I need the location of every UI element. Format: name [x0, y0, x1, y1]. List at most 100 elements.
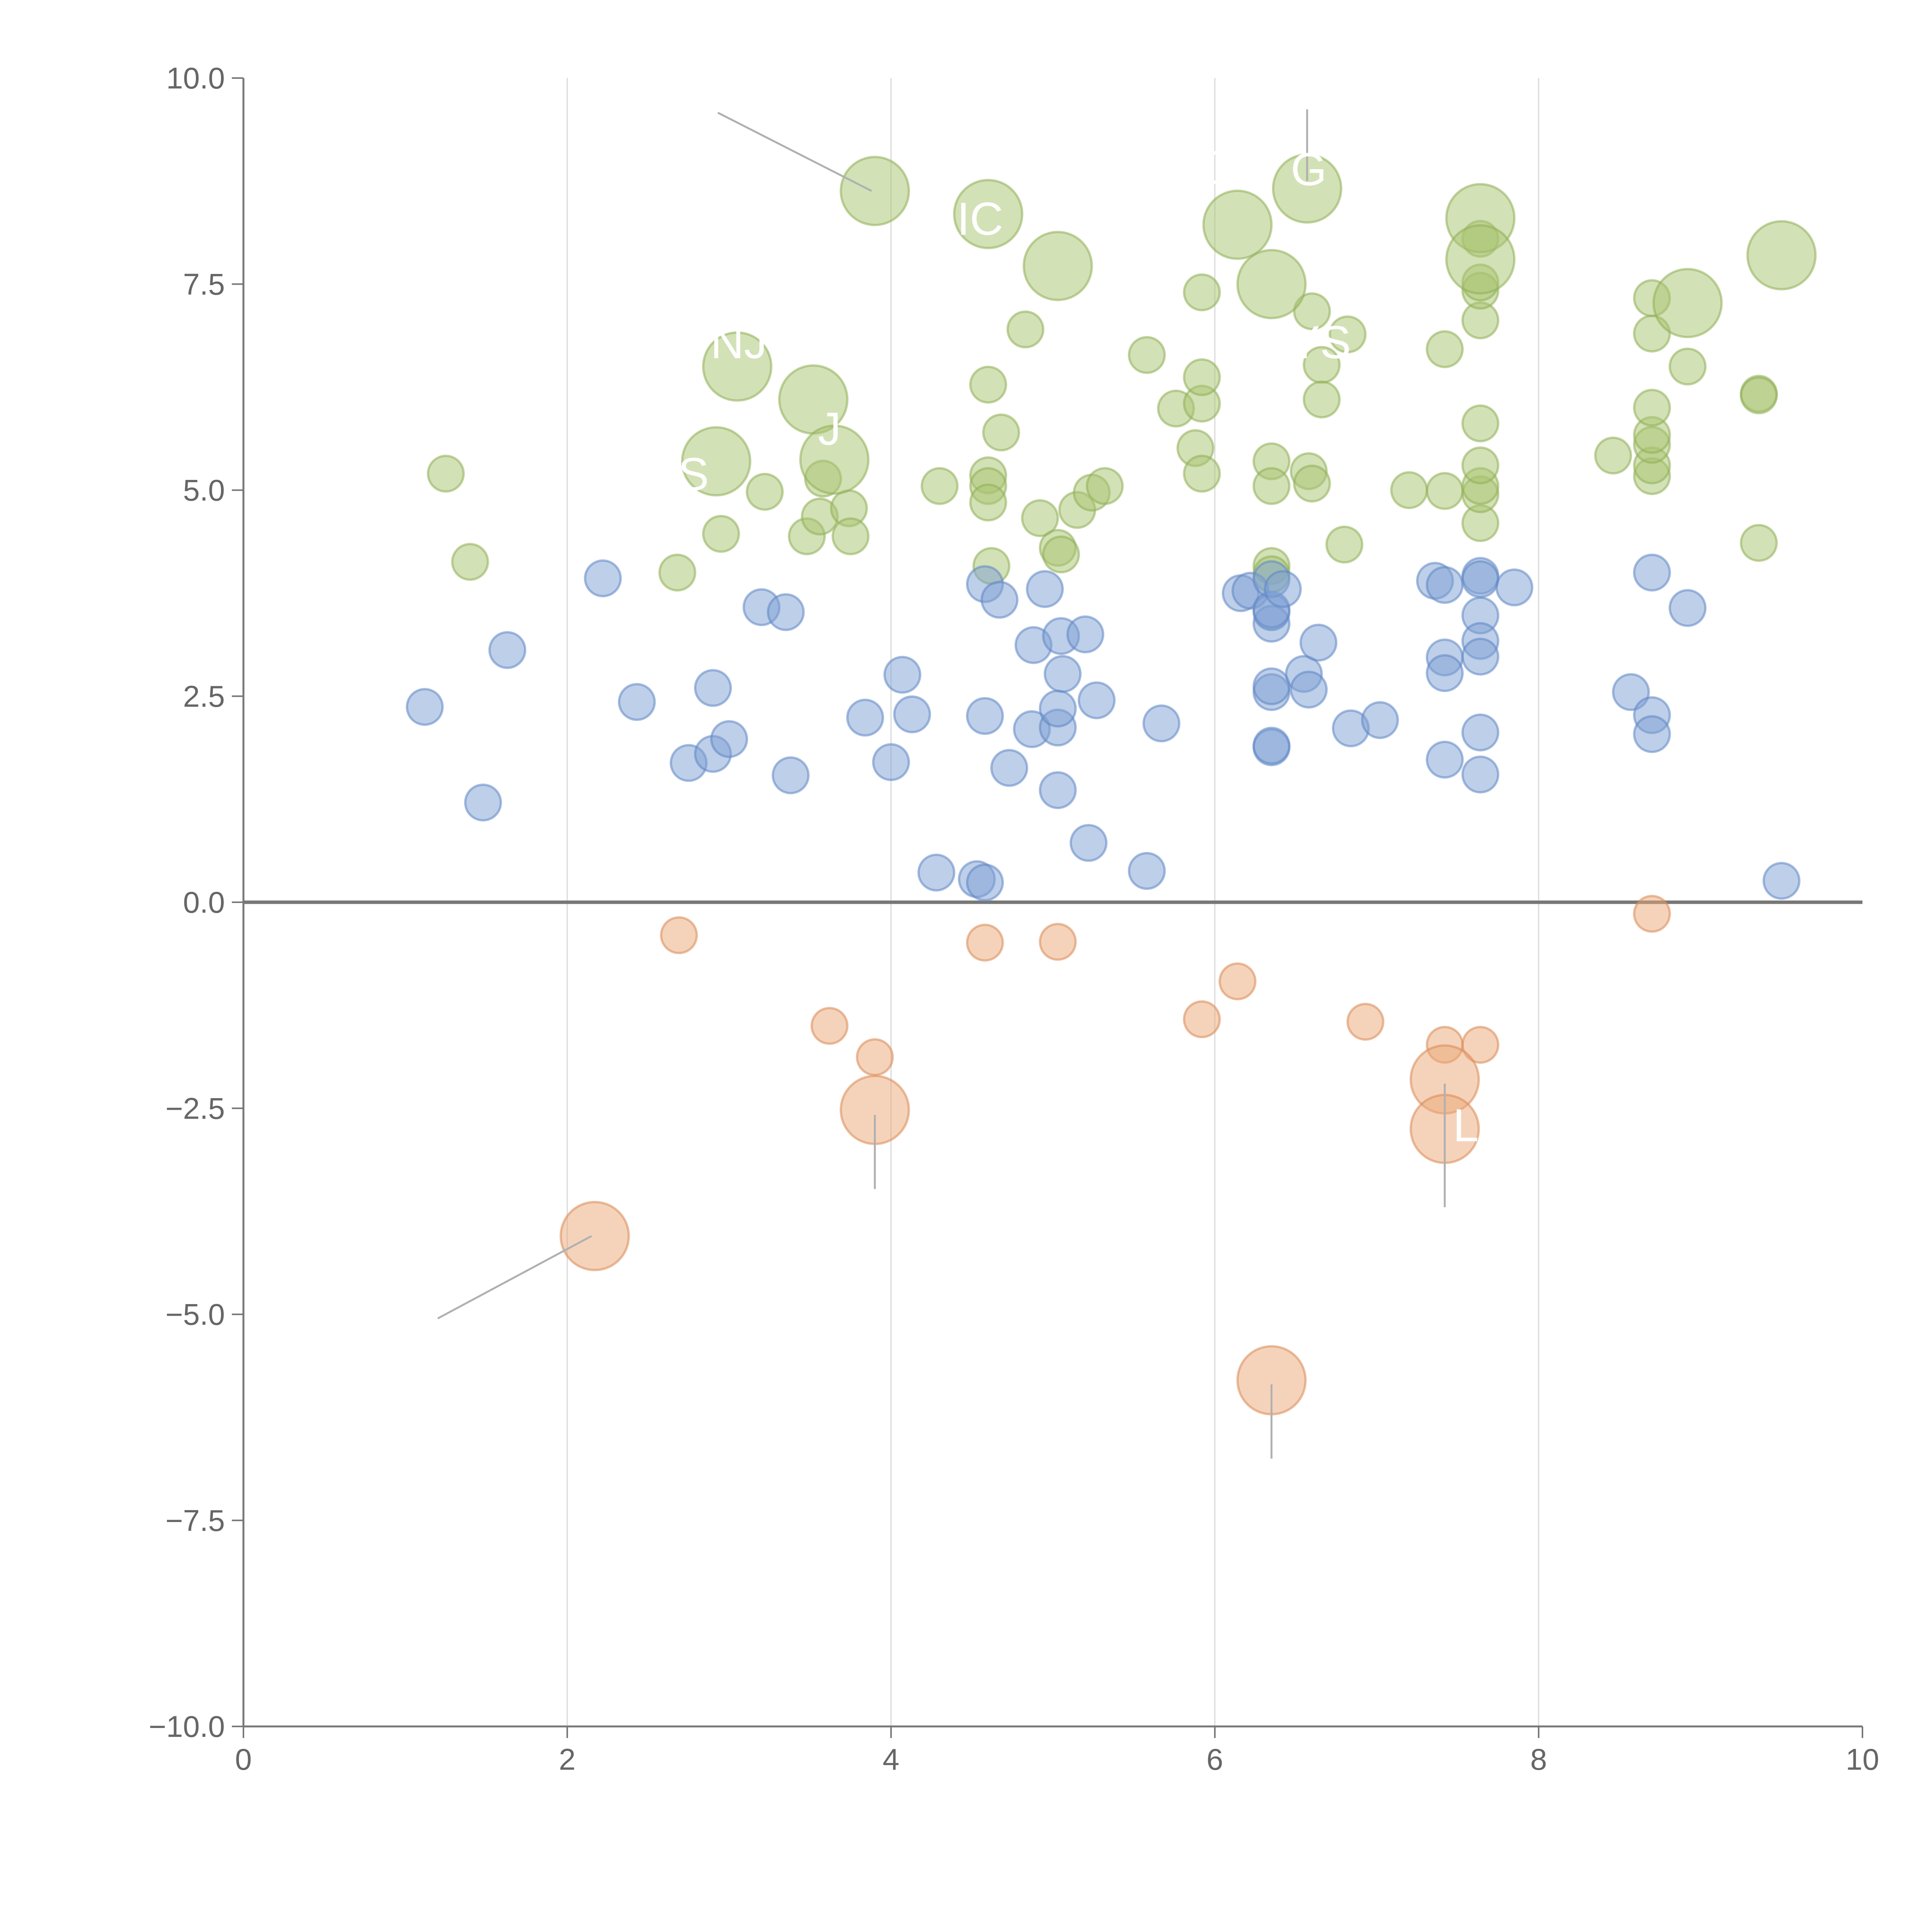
point-label: IC — [957, 193, 1003, 245]
green-point — [1006, 310, 1044, 349]
orange-point — [1039, 923, 1077, 961]
green-point — [1425, 472, 1464, 510]
green-point — [427, 454, 465, 493]
blue-point — [618, 683, 656, 721]
orange-point — [660, 916, 698, 954]
green-point — [1746, 220, 1817, 291]
y-tick-label: 5.0 — [183, 473, 225, 507]
green-point — [1594, 436, 1632, 475]
green-point — [1328, 315, 1367, 354]
blue-point — [1425, 654, 1464, 692]
green-point — [1236, 249, 1307, 320]
green-point — [1202, 189, 1273, 260]
green-point — [1652, 268, 1723, 338]
green-point — [1128, 336, 1166, 374]
orange-point — [810, 1007, 849, 1045]
x-tick-label: 2 — [559, 1742, 575, 1776]
green-point — [681, 426, 752, 497]
orange-point — [856, 1038, 894, 1077]
green-point — [1461, 446, 1500, 485]
blue-point — [1039, 771, 1077, 810]
blue-point — [893, 695, 931, 733]
green-point — [920, 467, 959, 505]
blue-point — [966, 863, 1004, 901]
green-point — [658, 553, 697, 592]
blue-point — [1142, 704, 1180, 743]
green-point — [1740, 524, 1778, 562]
orange-point — [1461, 1026, 1500, 1064]
blue-point — [917, 854, 956, 892]
green-point — [1303, 380, 1341, 418]
blue-point — [406, 688, 444, 726]
x-tick-label: 6 — [1206, 1742, 1223, 1776]
blue-point — [1039, 689, 1077, 728]
green-point — [1390, 471, 1428, 509]
point-label: G — [1291, 143, 1327, 195]
blue-point — [1762, 862, 1801, 900]
green-point — [799, 424, 870, 495]
blue-point — [1361, 701, 1399, 739]
blue-point — [1633, 715, 1671, 753]
green-point — [969, 483, 1007, 522]
blue-point — [990, 749, 1028, 787]
green-point — [1445, 224, 1516, 295]
point-label: S — [678, 449, 709, 500]
annotation-layer: G J NJ IC YS O S L — [437, 109, 1479, 1459]
blue-point — [1633, 553, 1671, 592]
points-layer — [406, 153, 1817, 1416]
blue-point — [464, 783, 502, 821]
blue-point — [1070, 824, 1108, 862]
blue-point — [1252, 726, 1291, 765]
blue-point — [1461, 755, 1500, 794]
green-point — [1633, 389, 1671, 427]
y-tick-label: −5.0 — [165, 1298, 225, 1332]
green-point — [1668, 347, 1707, 386]
x-tick-label: 0 — [235, 1742, 252, 1776]
blue-point — [872, 743, 910, 781]
blue-point — [584, 559, 622, 597]
blue-point — [1495, 568, 1534, 607]
blue-point — [1425, 566, 1464, 604]
y-tick-label: 10.0 — [166, 61, 225, 95]
orange-point — [1633, 895, 1671, 933]
orange-point — [1346, 1003, 1384, 1041]
point-label: NJ — [711, 316, 767, 368]
green-point — [1293, 292, 1331, 330]
blue-point — [980, 581, 1019, 619]
green-point — [451, 543, 489, 581]
blue-point — [488, 631, 527, 669]
blue-point — [1026, 570, 1064, 608]
orange-point — [560, 1201, 630, 1271]
x-tick-label: 10 — [1846, 1742, 1879, 1776]
green-point — [969, 366, 1007, 404]
green-point — [1461, 404, 1500, 442]
green-point — [953, 179, 1024, 249]
blue-point — [1264, 570, 1302, 608]
blue-point — [1425, 740, 1464, 779]
green-point — [1085, 467, 1124, 505]
blue-point — [1066, 615, 1104, 653]
green-point — [1252, 467, 1291, 505]
blue-point — [1078, 681, 1116, 719]
point-label: L — [1453, 1100, 1479, 1151]
blue-point — [1044, 655, 1082, 693]
green-point — [702, 331, 772, 402]
x-tick-label: 4 — [883, 1742, 899, 1776]
orange-point — [966, 923, 1004, 962]
blue-point — [772, 756, 810, 794]
y-tick-label: 0.0 — [183, 885, 225, 919]
orange-point — [1218, 962, 1257, 1000]
green-point — [1183, 358, 1221, 396]
axis-layer: 0 2 4 6 8 10 10.0 7.5 5.0 2.5 0.0 −2.5 −5.0 −7.5 −10.0 — [149, 61, 1879, 1776]
green-point — [1425, 330, 1464, 368]
green-point — [702, 515, 740, 553]
blue-point — [1461, 713, 1500, 752]
y-tick-label: 2.5 — [183, 679, 225, 713]
green-point — [1183, 273, 1221, 311]
blue-point — [1128, 852, 1166, 890]
y-tick-label: −7.5 — [165, 1503, 225, 1537]
green-point — [1740, 376, 1778, 415]
blue-point — [694, 669, 732, 707]
green-point — [1021, 499, 1059, 537]
blue-point — [1668, 589, 1707, 627]
